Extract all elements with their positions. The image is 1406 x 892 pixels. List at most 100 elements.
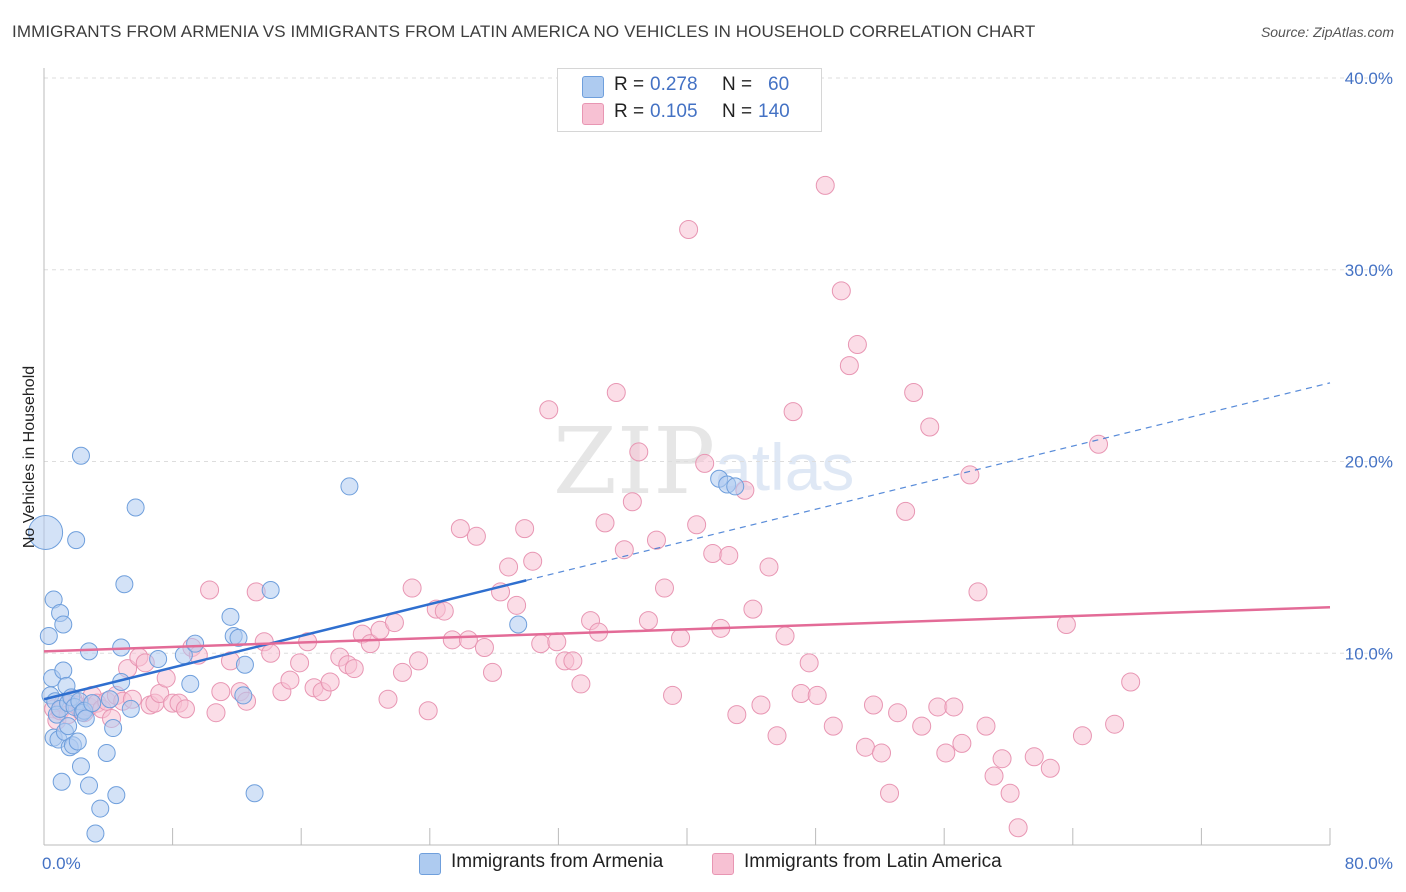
latin-america-point: [968, 582, 988, 602]
latin-america-point: [442, 630, 462, 650]
armenia-point: [245, 784, 264, 803]
armenia-point: [59, 717, 78, 736]
r-label: R =: [614, 74, 645, 95]
latin-america-point: [944, 697, 964, 717]
armenia-point: [181, 674, 200, 693]
armenia-legend-swatch: [419, 853, 441, 875]
latin-america-point: [799, 653, 819, 673]
latin-america-point: [290, 653, 310, 673]
latin-america-point: [880, 783, 900, 803]
armenia-point: [235, 655, 254, 674]
latin-america-point: [384, 613, 404, 633]
latin-america-point: [646, 530, 666, 550]
latin-america-point: [695, 453, 715, 473]
latin-america-point: [499, 557, 519, 577]
latin-america-point: [759, 557, 779, 577]
latin-america-point: [807, 685, 827, 705]
latin-america-point: [563, 651, 583, 671]
latin-america-point: [409, 651, 429, 671]
latin-america-point: [839, 356, 859, 376]
latin-america-swatch: [582, 103, 604, 125]
grid-lines: [44, 77, 1395, 654]
n-value: 60: [768, 74, 790, 95]
latin-america-point: [1040, 758, 1060, 778]
latin-america-point: [743, 599, 763, 619]
n-value: 140: [758, 101, 790, 122]
y-tick-label: 20.0%: [1345, 453, 1393, 472]
armenia-point: [80, 642, 99, 661]
latin-america-point: [450, 519, 470, 539]
y-tick-label: 40.0%: [1345, 69, 1393, 88]
latin-america-point: [815, 175, 835, 195]
latin-america-point: [791, 684, 811, 704]
latin-america-point: [1008, 818, 1028, 838]
latin-america-point: [767, 726, 787, 746]
armenia-point: [340, 477, 359, 496]
latin-america-point: [679, 219, 699, 239]
chart-title: IMMIGRANTS FROM ARMENIA VS IMMIGRANTS FR…: [12, 22, 1036, 41]
armenia-point: [97, 743, 116, 762]
latin-america-point: [629, 442, 649, 462]
latin-america-point: [847, 335, 867, 355]
armenia-point: [39, 626, 58, 645]
r-value: 0.278: [650, 74, 698, 95]
y-tick-label: 30.0%: [1345, 261, 1393, 280]
latin-america-point: [466, 526, 486, 546]
latin-america-point: [823, 716, 843, 736]
latin-america-point: [523, 551, 543, 571]
armenia-point: [149, 650, 168, 669]
y-tick-label: 10.0%: [1345, 644, 1393, 663]
latin-america-point: [175, 699, 195, 719]
n-label: N =: [722, 101, 753, 122]
latin-america-point: [1089, 434, 1109, 454]
r-label: R =: [614, 101, 645, 122]
n-label: N =: [722, 74, 753, 95]
armenia-point: [83, 694, 102, 713]
latin-america-point: [614, 540, 634, 560]
latin-america-legend-swatch: [712, 853, 734, 875]
armenia-point: [261, 580, 280, 599]
armenia-point: [71, 446, 90, 465]
r-value: 0.105: [650, 101, 698, 122]
latin-america-point: [936, 743, 956, 763]
armenia-point: [54, 661, 73, 680]
armenia-point: [28, 514, 64, 550]
armenia-point: [54, 615, 73, 634]
armenia-trend-extension: [526, 382, 1331, 581]
latin-america-point: [434, 601, 454, 621]
latin-america-point: [474, 637, 494, 657]
armenia-point: [121, 699, 140, 718]
x-tick-label-max: 80.0%: [1345, 854, 1393, 873]
y-axis-label: No Vehicles in Household: [21, 366, 38, 548]
axes: [43, 68, 1331, 846]
latin-america-point: [984, 766, 1004, 786]
latin-america-point: [663, 685, 683, 705]
latin-america-point: [727, 705, 747, 725]
latin-america-point: [960, 465, 980, 485]
armenia-point: [126, 498, 145, 517]
latin-america-point: [687, 515, 707, 535]
latin-america-point: [896, 501, 916, 521]
latin-america-point: [976, 716, 996, 736]
armenia-point: [509, 615, 528, 634]
latin-america-point: [638, 611, 658, 631]
armenia-point: [107, 786, 126, 805]
latin-america-point: [1105, 714, 1125, 734]
latin-america-point: [482, 662, 502, 682]
armenia-point: [76, 709, 95, 728]
latin-america-point: [775, 626, 795, 646]
latin-america-point: [863, 695, 883, 715]
armenia-point: [726, 477, 745, 496]
armenia-trend-line: [43, 579, 527, 701]
latin-america-point: [320, 672, 340, 692]
armenia-point: [104, 719, 123, 738]
latin-america-point: [344, 659, 364, 679]
latin-america-point: [539, 400, 559, 420]
latin-america-point: [719, 545, 739, 565]
latin-america-point: [606, 382, 626, 402]
latin-america-point: [507, 595, 527, 615]
latin-america-point: [206, 703, 226, 723]
latin-america-point: [1072, 726, 1092, 746]
latin-america-legend-label: Immigrants from Latin America: [744, 851, 1002, 872]
